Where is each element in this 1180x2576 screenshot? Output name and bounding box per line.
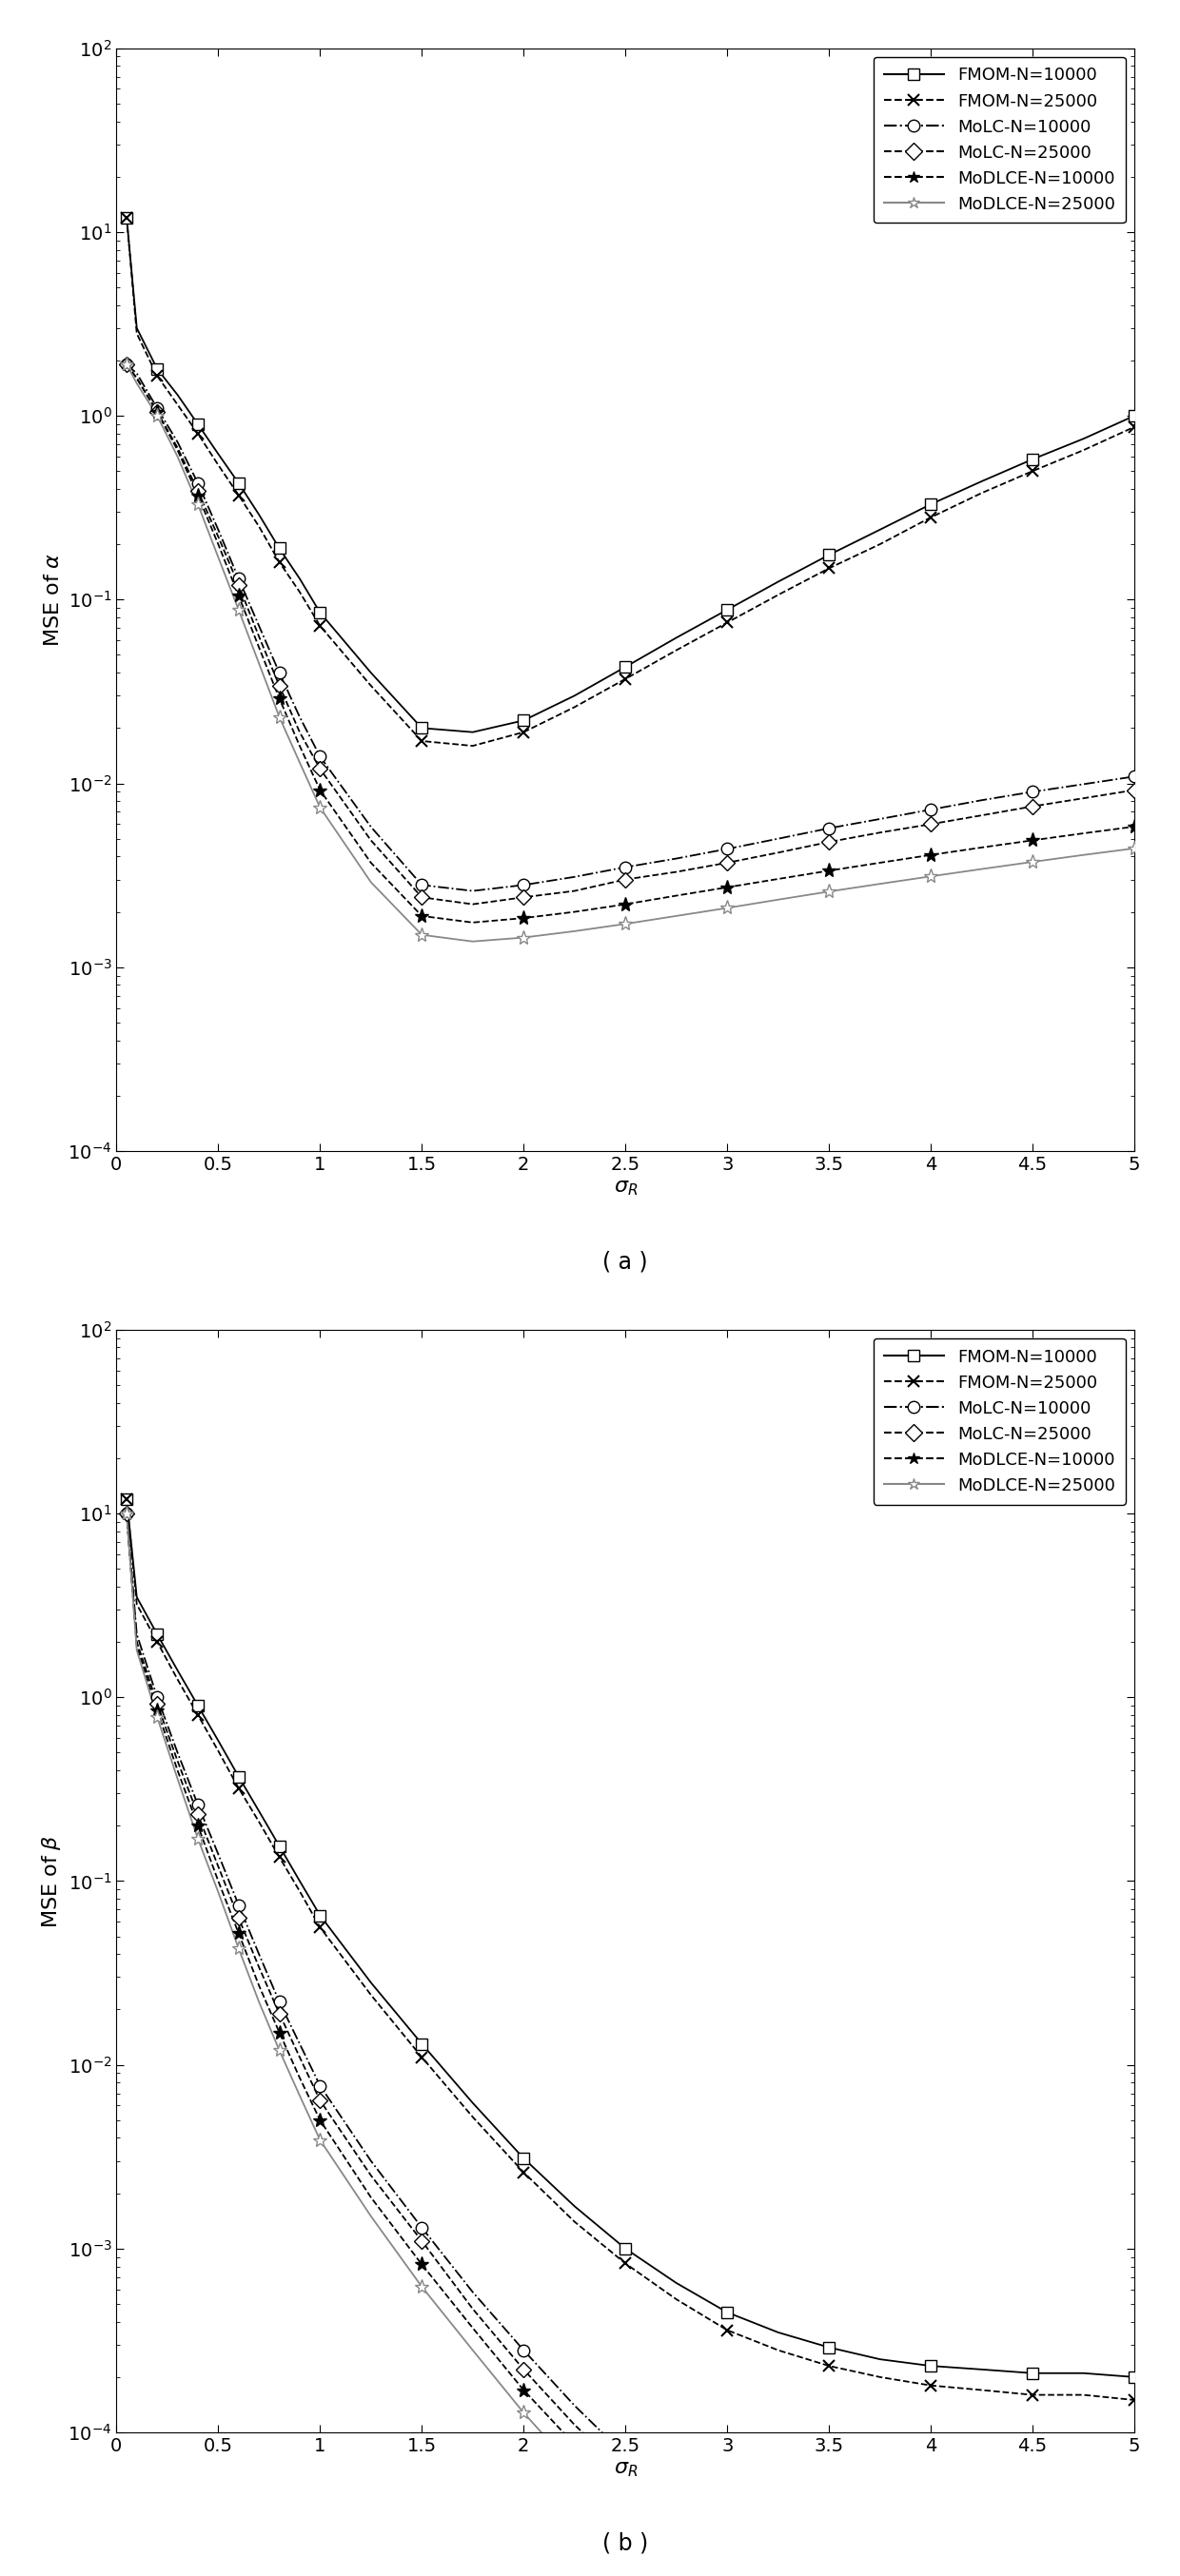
Legend: FMOM-N=10000, FMOM-N=25000, MoLC-N=10000, MoLC-N=25000, MoDLCE-N=10000, MoDLCE-N: FMOM-N=10000, FMOM-N=25000, MoLC-N=10000… xyxy=(873,57,1126,224)
X-axis label: $\sigma_R$: $\sigma_R$ xyxy=(614,2460,637,2478)
Y-axis label: MSE of $\alpha$: MSE of $\alpha$ xyxy=(44,551,63,647)
X-axis label: $\sigma_R$: $\sigma_R$ xyxy=(614,1180,637,1198)
Legend: FMOM-N=10000, FMOM-N=25000, MoLC-N=10000, MoLC-N=25000, MoDLCE-N=10000, MoDLCE-N: FMOM-N=10000, FMOM-N=25000, MoLC-N=10000… xyxy=(873,1337,1126,1504)
Y-axis label: MSE of $\beta$: MSE of $\beta$ xyxy=(40,1834,63,1927)
Text: ( a ): ( a ) xyxy=(603,1249,648,1273)
Text: ( b ): ( b ) xyxy=(603,2532,648,2555)
